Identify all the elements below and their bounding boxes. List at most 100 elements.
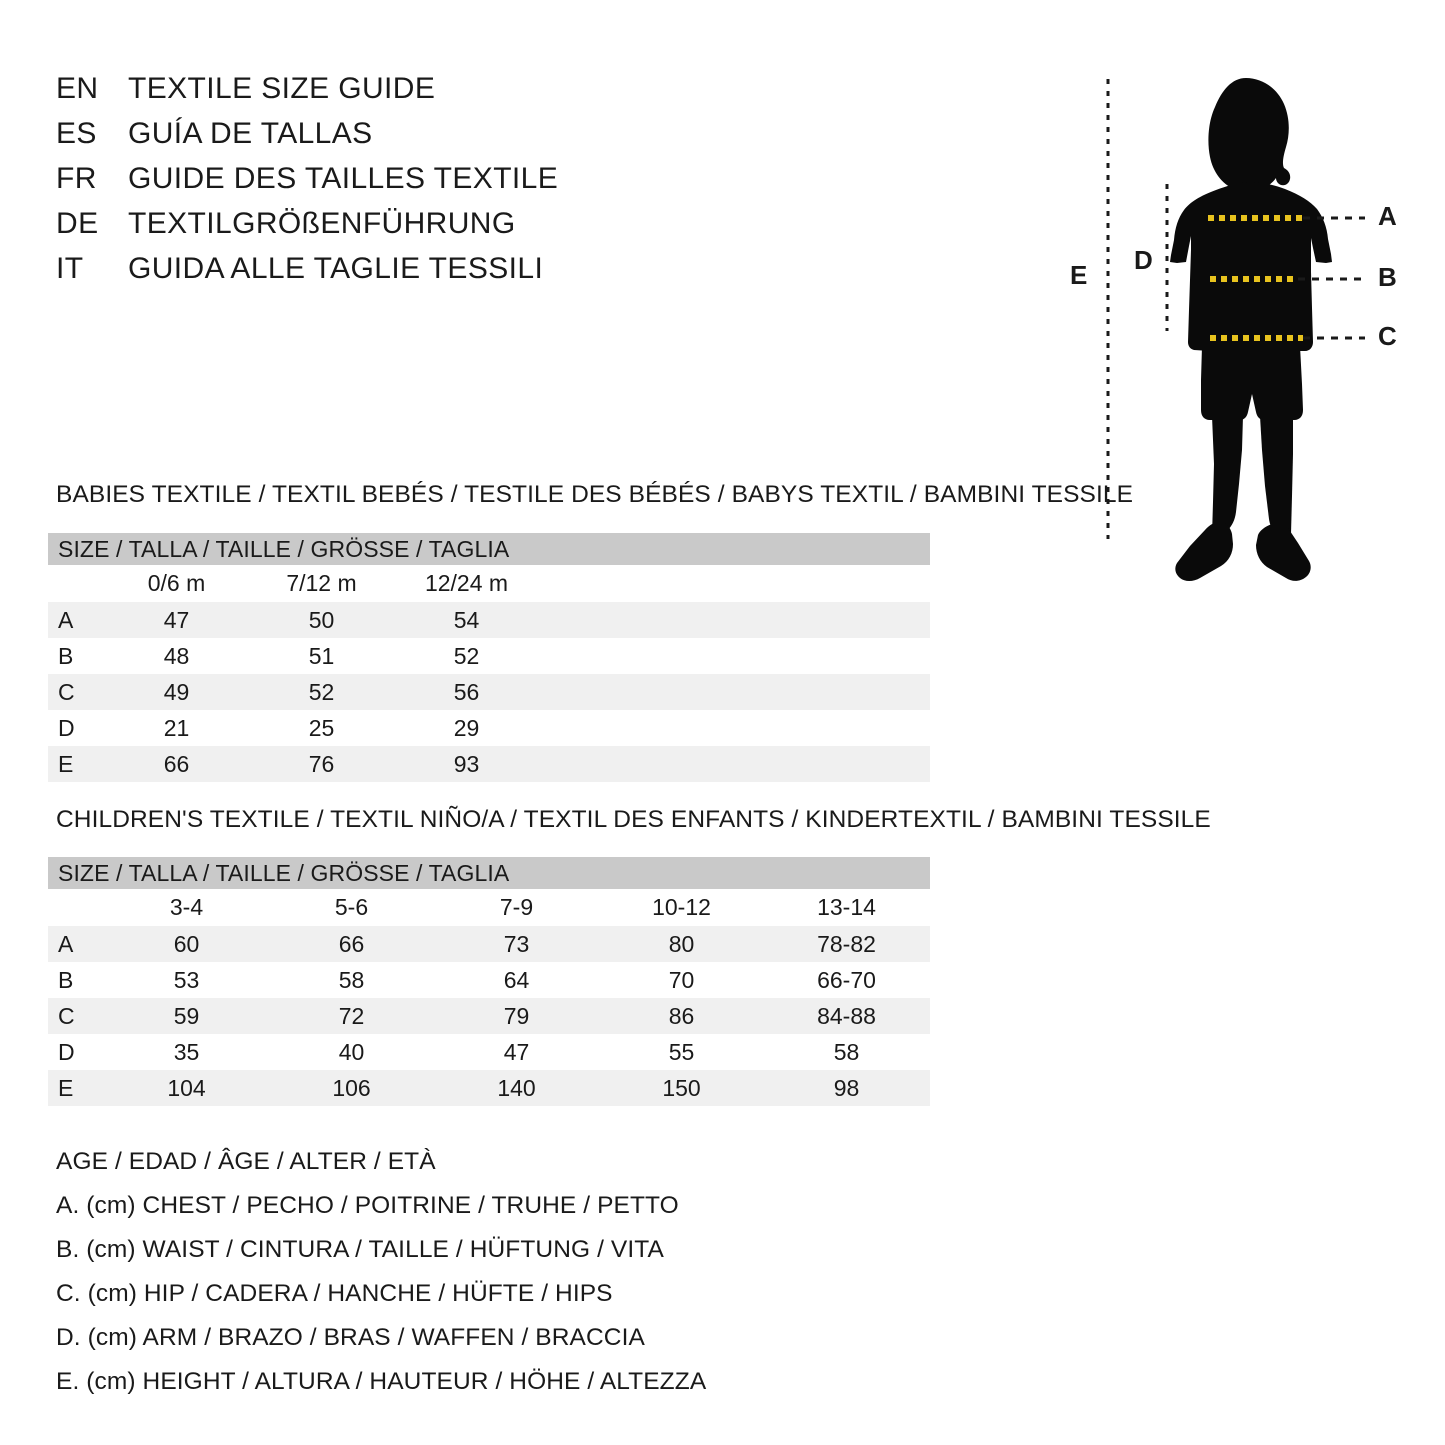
children-cell-b-1: 58: [338, 966, 365, 993]
babies-row-label-a: A: [58, 606, 74, 633]
children-cell-b-3: 70: [668, 966, 695, 993]
babies-row-label-b: B: [58, 642, 74, 669]
babies-cell-b-1: 51: [308, 642, 335, 669]
legend-line-age: AGE / EDAD / ÂGE / ALTER / ETÀ: [56, 1148, 436, 1175]
table-row: D 21 25 29: [48, 710, 930, 746]
language-code-fr: FR: [56, 162, 97, 195]
language-row-en: EN TEXTILE SIZE GUIDE: [56, 72, 696, 117]
language-title-it: GUIDA ALLE TAGLIE TESSILI: [128, 252, 544, 285]
children-column-header-2: 7-9: [499, 894, 534, 920]
children-cell-d-3: 55: [668, 1038, 695, 1065]
babies-cell-d-0: 21: [163, 714, 190, 741]
children-cell-e-1: 106: [332, 1074, 371, 1101]
children-column-header-4: 13-14: [817, 894, 876, 920]
language-row-fr: FR GUIDE DES TAILLES TEXTILE: [56, 162, 696, 207]
children-cell-e-4: 98: [833, 1074, 860, 1101]
marker-label-e: E: [1070, 260, 1088, 290]
children-size-table: SIZE / TALLA / TAILLE / GRÖSSE / TAGLIA …: [48, 857, 930, 1106]
body-measurement-diagram: A B C D E: [1050, 50, 1445, 610]
children-cell-d-1: 40: [338, 1038, 365, 1065]
babies-cell-b-0: 48: [163, 642, 190, 669]
table-row: D 35 40 47 55 58: [48, 1034, 930, 1070]
children-cell-a-0: 60: [173, 930, 200, 957]
marker-label-a: A: [1378, 201, 1397, 231]
babies-cell-b-2: 52: [453, 642, 480, 669]
marker-label-c: C: [1378, 321, 1397, 351]
babies-column-header-row: 0/6 m 7/12 m 12/24 m: [48, 565, 930, 602]
children-table-header-bar: SIZE / TALLA / TAILLE / GRÖSSE / TAGLIA: [48, 857, 930, 889]
child-silhouette-svg: [1106, 78, 1365, 581]
children-cell-c-3: 86: [668, 1002, 695, 1029]
babies-cell-e-0: 66: [163, 750, 190, 777]
language-title-block: EN TEXTILE SIZE GUIDE ES GUÍA DE TALLAS …: [56, 72, 696, 297]
babies-row-label-e: E: [58, 750, 74, 777]
babies-cell-c-2: 56: [453, 678, 480, 705]
marker-label-b: B: [1378, 262, 1397, 292]
children-cell-a-1: 66: [338, 930, 365, 957]
language-row-it: IT GUIDA ALLE TAGLIE TESSILI: [56, 252, 696, 297]
table-row: C 59 72 79 86 84-88: [48, 998, 930, 1034]
babies-cell-a-0: 47: [163, 606, 190, 633]
language-row-de: DE TEXTILGRÖßENFÜHRUNG: [56, 207, 696, 252]
table-row: A 60 66 73 80 78-82: [48, 926, 930, 962]
children-row-label-c: C: [58, 1002, 75, 1029]
babies-column-header-1: 7/12 m: [286, 570, 357, 596]
children-cell-d-0: 35: [173, 1038, 200, 1065]
language-code-it: IT: [56, 252, 84, 285]
language-code-en: EN: [56, 72, 99, 105]
table-row: B 48 51 52: [48, 638, 930, 674]
language-title-es: GUÍA DE TALLAS: [128, 117, 373, 150]
children-cell-b-2: 64: [503, 966, 530, 993]
children-cell-d-2: 47: [503, 1038, 530, 1065]
babies-cell-a-2: 54: [453, 606, 480, 633]
language-title-de: TEXTILGRÖßENFÜHRUNG: [128, 207, 516, 240]
children-cell-c-0: 59: [173, 1002, 200, 1029]
language-title-fr: GUIDE DES TAILLES TEXTILE: [128, 162, 559, 195]
babies-cell-d-2: 29: [453, 714, 480, 741]
legend-line-hip: C. (cm) HIP / CADERA / HANCHE / HÜFTE / …: [56, 1280, 613, 1307]
children-cell-c-2: 79: [503, 1002, 530, 1029]
children-cell-e-0: 104: [167, 1074, 206, 1101]
children-row-label-d: D: [58, 1038, 75, 1065]
marker-label-d: D: [1134, 245, 1153, 275]
children-table-header-label: SIZE / TALLA / TAILLE / GRÖSSE / TAGLIA: [58, 859, 510, 886]
babies-row-label-c: C: [58, 678, 75, 705]
legend-line-waist: B. (cm) WAIST / CINTURA / TAILLE / HÜFTU…: [56, 1236, 664, 1263]
children-row-label-a: A: [58, 930, 74, 957]
babies-cell-e-1: 76: [308, 750, 335, 777]
children-cell-a-4: 78-82: [817, 930, 876, 957]
children-cell-d-4: 58: [833, 1038, 860, 1065]
babies-cell-a-1: 50: [308, 606, 335, 633]
legend-line-chest: A. (cm) CHEST / PECHO / POITRINE / TRUHE…: [56, 1192, 679, 1219]
babies-column-header-0: 0/6 m: [147, 570, 206, 596]
babies-cell-c-0: 49: [163, 678, 190, 705]
table-row: A 47 50 54: [48, 602, 930, 638]
language-title-en: TEXTILE SIZE GUIDE: [128, 72, 436, 105]
table-row: E 104 106 140 150 98: [48, 1070, 930, 1106]
child-silhouette: [1170, 78, 1332, 581]
children-cell-e-2: 140: [497, 1074, 536, 1101]
table-row: E 66 76 93: [48, 746, 930, 782]
babies-cell-e-2: 93: [453, 750, 480, 777]
children-row-label-b: B: [58, 966, 74, 993]
table-row: B 53 58 64 70 66-70: [48, 962, 930, 998]
children-column-header-1: 5-6: [334, 894, 369, 920]
legend-line-arm: D. (cm) ARM / BRAZO / BRAS / WAFFEN / BR…: [56, 1324, 645, 1351]
babies-table-header-label: SIZE / TALLA / TAILLE / GRÖSSE / TAGLIA: [58, 535, 510, 562]
babies-row-label-d: D: [58, 714, 75, 741]
children-column-header-0: 3-4: [169, 894, 204, 920]
children-column-header-row: 3-4 5-6 7-9 10-12 13-14: [48, 889, 930, 926]
children-cell-b-0: 53: [173, 966, 200, 993]
children-column-header-3: 10-12: [652, 894, 711, 920]
children-cell-a-3: 80: [668, 930, 695, 957]
children-row-label-e: E: [58, 1074, 74, 1101]
language-code-es: ES: [56, 117, 97, 150]
children-section-title: CHILDREN'S TEXTILE / TEXTIL NIÑO/A / TEX…: [56, 806, 1211, 833]
babies-cell-c-1: 52: [308, 678, 335, 705]
language-row-es: ES GUÍA DE TALLAS: [56, 117, 696, 162]
legend-line-height: E. (cm) HEIGHT / ALTURA / HAUTEUR / HÖHE…: [56, 1368, 707, 1395]
language-code-de: DE: [56, 207, 99, 240]
babies-table-header-bar: SIZE / TALLA / TAILLE / GRÖSSE / TAGLIA: [48, 533, 930, 565]
children-cell-e-3: 150: [662, 1074, 701, 1101]
